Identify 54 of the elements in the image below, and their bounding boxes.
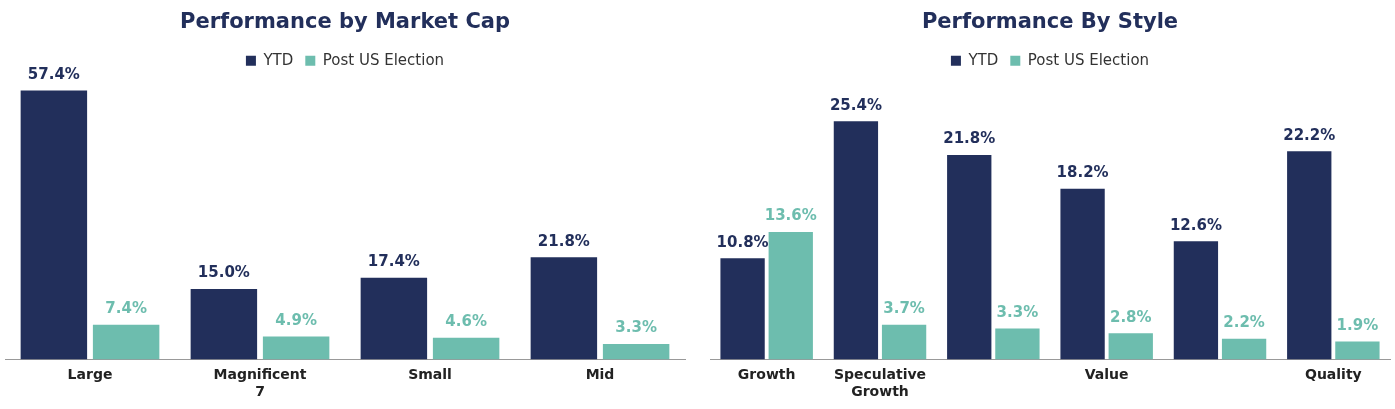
data-label: 25.4% [829,95,882,114]
bar [881,324,927,360]
legend-label: Post US Election [322,50,445,69]
bar [1221,338,1267,360]
data-label: 4.9% [275,310,317,329]
data-label: 13.6% [764,206,817,225]
chart-title: Performance By Style [921,9,1179,34]
legend-label: YTD [262,50,294,69]
data-label: 15.0% [197,263,250,282]
data-label: 12.6% [1169,215,1222,234]
bar [432,337,500,360]
x-tick-label: Magnificent 7 [213,366,307,400]
x-tick-label: Value [1084,366,1129,383]
data-label: 7.4% [105,299,147,318]
bar [262,336,330,360]
bar [92,324,160,360]
data-label: 57.4% [27,64,80,83]
bar [1335,341,1380,360]
data-label: 2.8% [1109,307,1152,326]
bar [190,289,258,360]
data-label: 2.2% [1223,313,1265,332]
data-label: 3.3% [615,318,657,337]
x-tick-label: Large [67,366,113,383]
data-label: 22.2% [1283,125,1336,144]
data-label: 21.8% [943,129,996,148]
chart-title: Performance by Market Cap [180,9,510,34]
data-label: 4.6% [445,312,487,331]
bar [768,231,813,360]
bar [720,258,765,360]
bar [20,90,88,360]
bar [1060,188,1105,360]
data-label: 1.9% [1336,315,1379,334]
x-tick-label: Mid [585,366,615,383]
legend-label: YTD [967,50,999,69]
bar [530,257,598,360]
data-label: 3.3% [996,302,1039,321]
x-tick-label: Quality [1304,366,1362,383]
bar [1287,151,1332,360]
x-tick-label: Small [408,366,452,383]
x-tick-label: Speculative Growth [833,366,927,400]
data-label: 10.8% [716,232,769,251]
bar [602,343,670,360]
bar [947,155,992,360]
legend-label: Post US Election [1027,50,1150,69]
bar [360,277,428,360]
x-tick-label: Growth [737,366,796,383]
bar [833,121,879,360]
bar [1108,333,1153,360]
data-label: 21.8% [537,231,590,250]
data-label: 17.4% [367,252,420,271]
data-label: 3.7% [883,299,925,318]
data-label: 18.2% [1056,163,1109,182]
bar [1173,241,1219,360]
bar [995,328,1040,360]
